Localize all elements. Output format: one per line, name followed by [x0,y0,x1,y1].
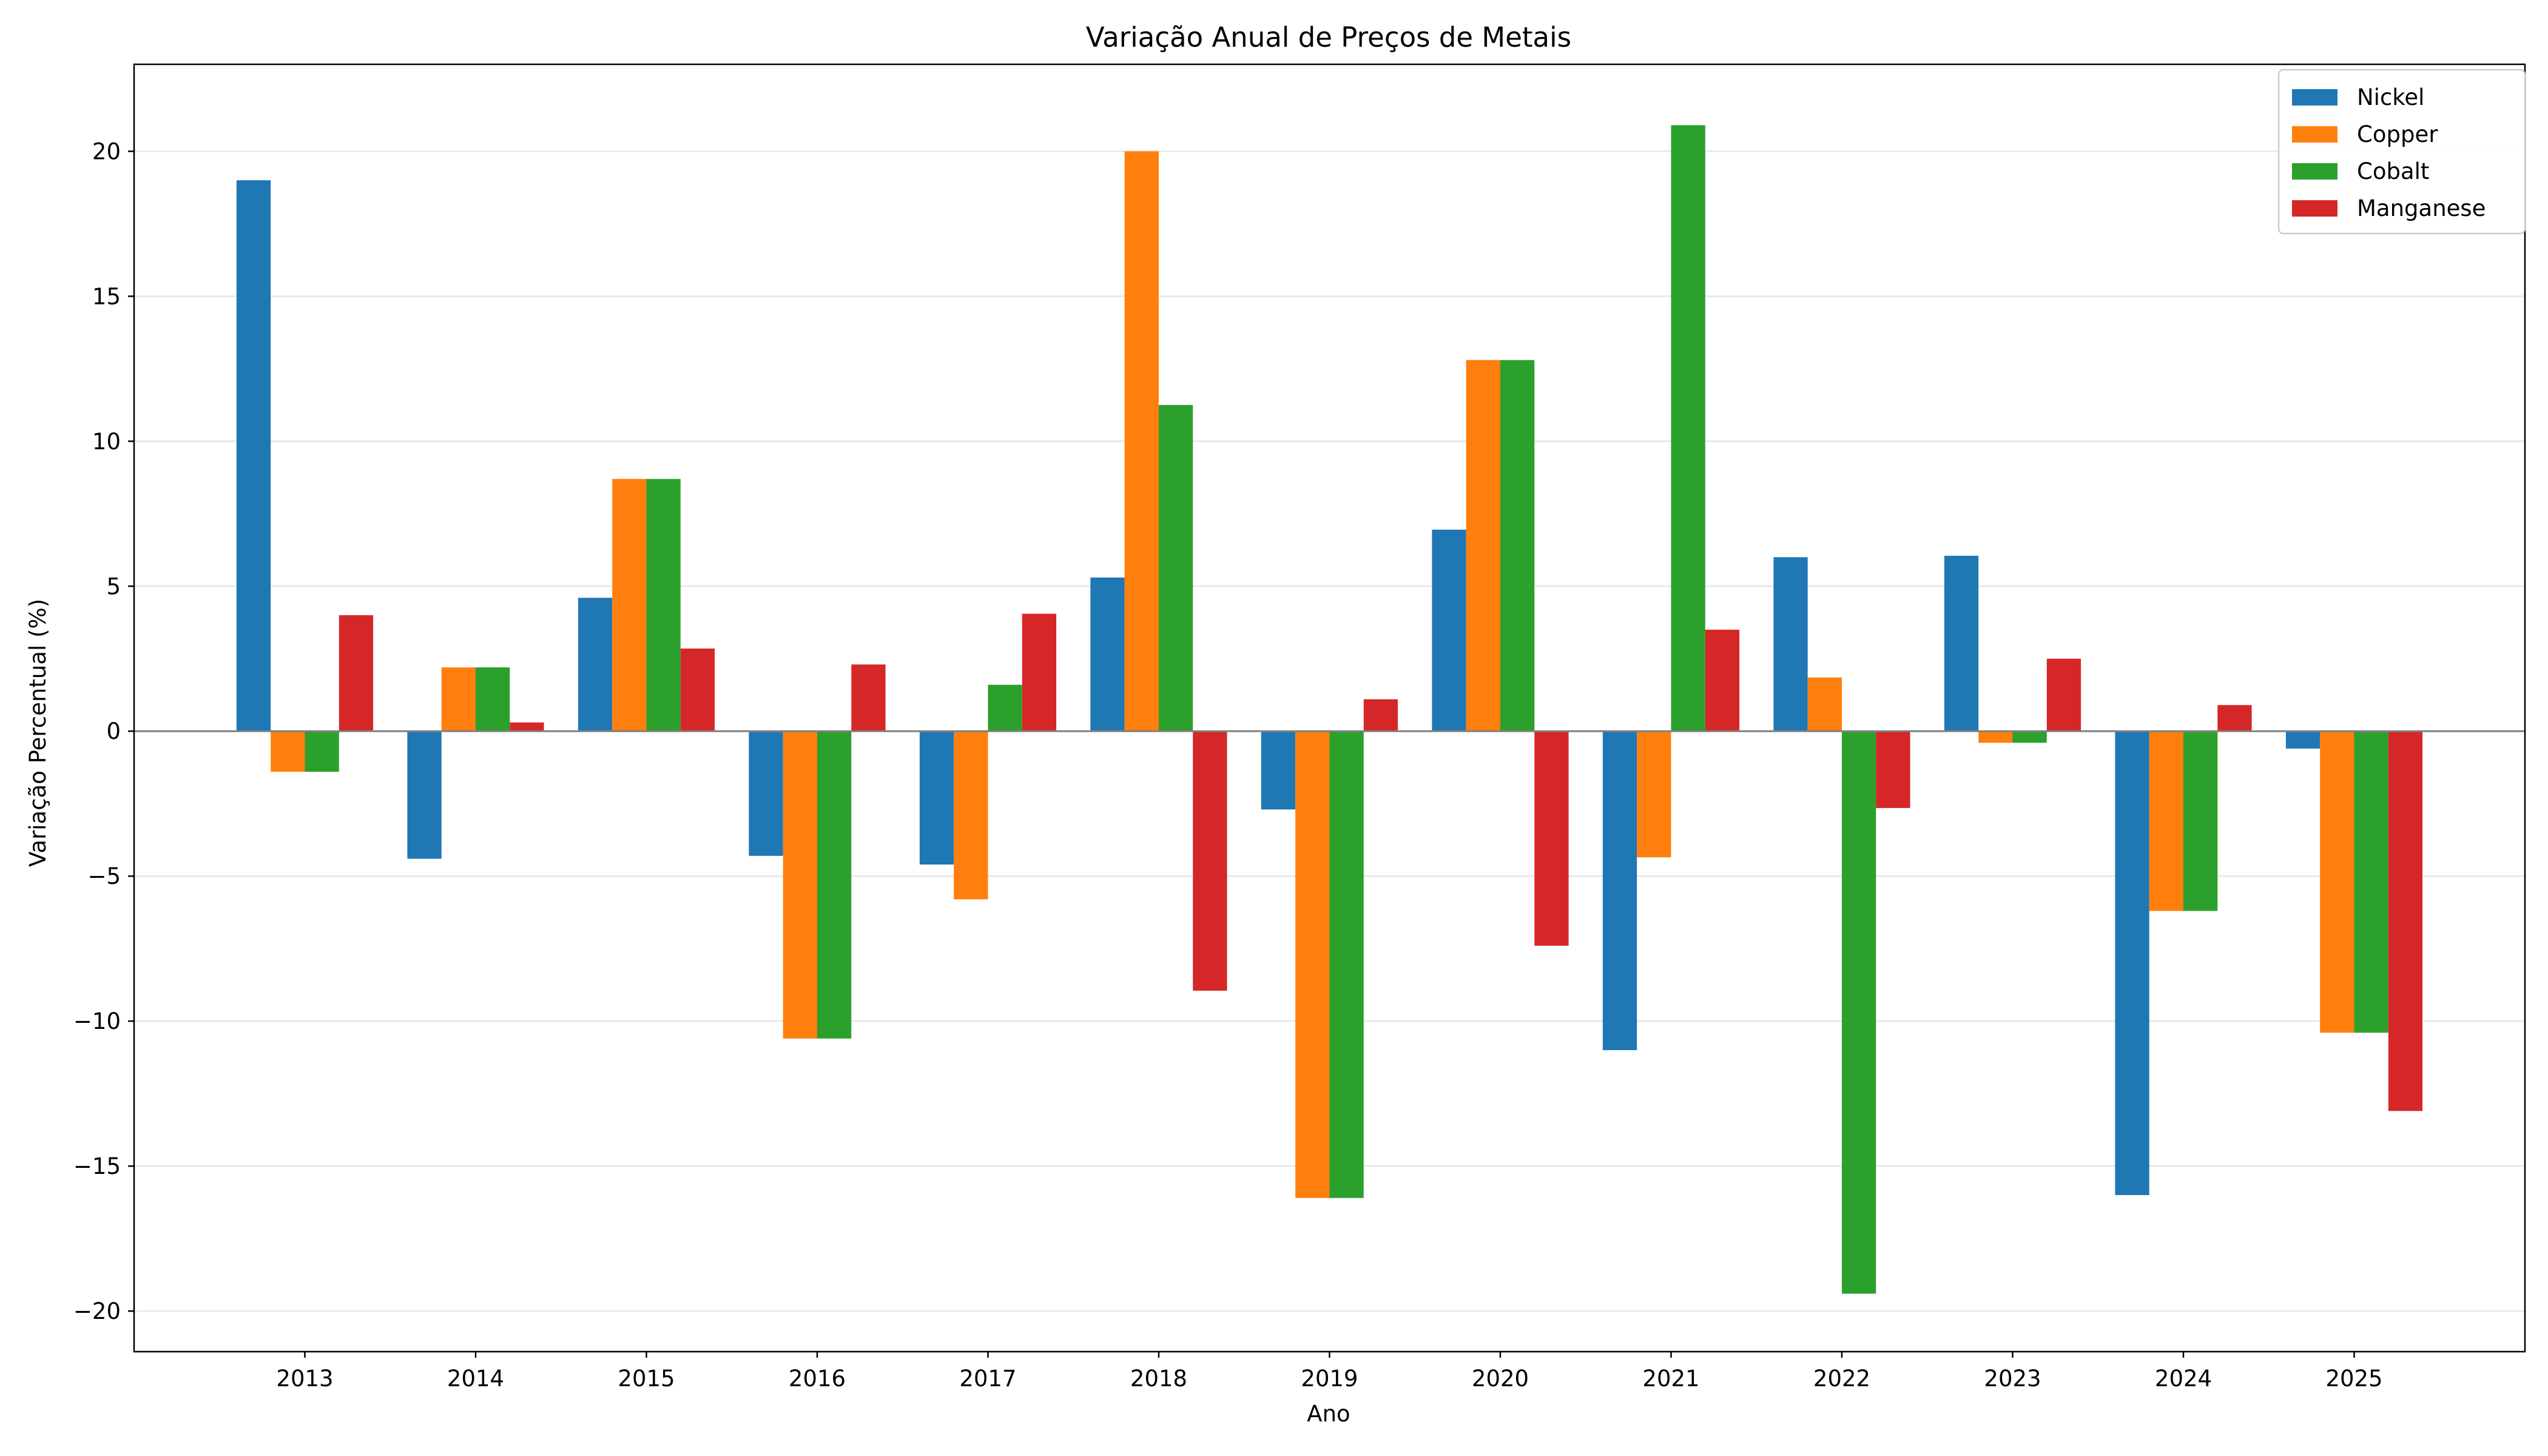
legend-swatch-cobalt [2292,163,2337,180]
bar-copper-2013 [271,731,305,772]
x-axis-label: Ano [1307,1401,1350,1427]
bar-manganese-2016 [851,664,886,732]
x-tick-label: 2020 [1472,1366,1529,1392]
bar-manganese-2015 [680,649,715,732]
y-tick-label: −15 [73,1153,121,1179]
bar-manganese-2022 [1876,731,1910,808]
bar-nickel-2021 [1602,731,1637,1050]
x-tick-label: 2019 [1301,1366,1358,1392]
y-tick-label: 0 [106,718,121,744]
bar-copper-2021 [1637,731,1671,858]
bar-copper-2025 [2320,731,2354,1033]
bars [236,125,2423,1294]
legend-box [2277,69,2526,235]
bar-manganese-2020 [1534,731,1569,946]
bar-cobalt-2017 [988,684,1022,732]
bar-nickel-2022 [1773,557,1808,732]
legend-label-manganese: Manganese [2357,195,2486,221]
x-tick-label: 2024 [2155,1366,2212,1392]
x-tick-label: 2013 [276,1366,333,1392]
bar-manganese-2018 [1193,731,1227,991]
y-tick-label: −10 [73,1008,121,1034]
bar-copper-2016 [783,731,817,1039]
y-axis-ticks: −20 −15 −10 −5 0 5 10 15 20 [73,138,134,1324]
bar-cobalt-2016 [817,731,852,1039]
bar-cobalt-2021 [1671,125,1705,732]
x-tick-label: 2025 [2325,1366,2382,1392]
x-tick-label: 2015 [618,1366,675,1392]
bar-copper-2024 [2149,731,2183,911]
legend-label-cobalt: Cobalt [2357,158,2429,184]
bar-copper-2014 [441,667,476,732]
y-tick-label: 20 [92,138,121,164]
bar-cobalt-2015 [646,479,681,732]
bar-cobalt-2019 [1329,731,1364,1198]
bar-manganese-2021 [1705,629,1740,732]
bar-manganese-2019 [1363,699,1398,732]
chart-title: Variação Anual de Preços de Metais [1086,21,1571,53]
y-tick-label: 10 [92,428,121,454]
x-axis-ticks: 2013 2014 2015 2016 2017 2018 2019 2020 2021 2022… [276,1352,2383,1392]
bar-nickel-2014 [407,731,442,859]
bar-nickel-2019 [1261,731,1296,810]
x-tick-label: 2022 [1813,1366,1870,1392]
bar-manganese-2014 [510,722,544,732]
bar-manganese-2024 [2217,705,2252,732]
bar-nickel-2013 [236,180,271,732]
legend-label-copper: Copper [2357,121,2438,147]
bar-nickel-2018 [1090,577,1125,732]
bar-cobalt-2018 [1159,405,1193,732]
bar-cobalt-2013 [305,731,339,772]
bar-copper-2019 [1295,731,1330,1198]
y-axis-label: Variação Percentual (%) [25,599,51,867]
bar-manganese-2013 [339,615,374,732]
bar-nickel-2016 [749,731,783,856]
x-tick-label: 2018 [1130,1366,1187,1392]
bar-cobalt-2022 [1842,731,1876,1294]
legend-swatch-manganese [2292,200,2337,217]
bar-manganese-2017 [1022,613,1057,732]
bar-nickel-2015 [578,598,613,732]
x-tick-label: 2023 [1984,1366,2041,1392]
x-tick-label: 2014 [447,1366,504,1392]
x-tick-label: 2016 [789,1366,846,1392]
bar-nickel-2023 [1944,556,1979,732]
x-tick-label: 2017 [959,1366,1016,1392]
y-tick-label: −5 [87,863,121,889]
bar-copper-2023 [1978,731,2013,743]
bar-copper-2020 [1466,360,1500,732]
legend-swatch-nickel [2292,89,2337,106]
bar-manganese-2023 [2046,658,2081,732]
bar-cobalt-2020 [1500,360,1535,732]
y-tick-label: 15 [92,283,121,309]
bar-manganese-2025 [2388,731,2423,1111]
legend-label-nickel: Nickel [2357,84,2424,110]
y-tick-label: 5 [106,573,121,599]
bar-copper-2015 [612,479,647,732]
bar-nickel-2017 [919,731,954,865]
bar-nickel-2020 [1432,530,1466,732]
bar-copper-2018 [1124,151,1159,732]
x-tick-label: 2021 [1642,1366,1699,1392]
y-tick-label: −20 [73,1298,121,1324]
bar-copper-2022 [1807,677,1842,732]
bar-nickel-2025 [2285,731,2320,749]
bar-cobalt-2014 [476,667,510,732]
bar-cobalt-2024 [2183,731,2218,911]
bar-cobalt-2025 [2354,731,2388,1033]
bar-nickel-2024 [2115,731,2149,1195]
bar-copper-2017 [954,731,988,900]
legend-swatch-copper [2292,126,2337,143]
bar-cobalt-2023 [2012,731,2047,743]
legend: Nickel Copper Cobalt Manganese [2277,69,2526,235]
